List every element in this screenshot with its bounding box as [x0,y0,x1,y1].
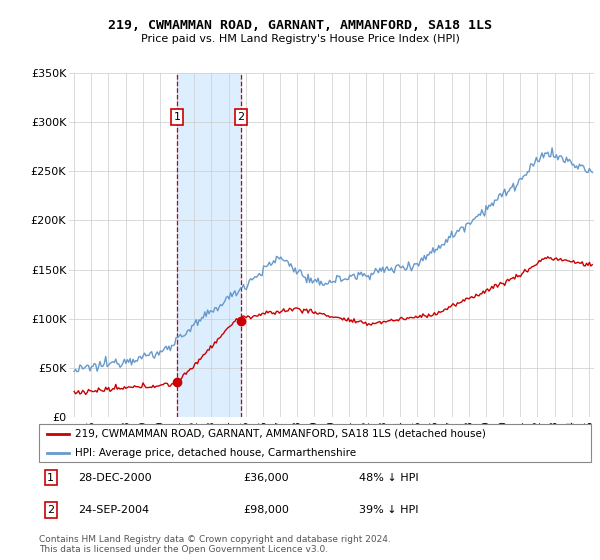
Text: 1: 1 [47,473,54,483]
Text: 219, CWMAMMAN ROAD, GARNANT, AMMANFORD, SA18 1LS (detached house): 219, CWMAMMAN ROAD, GARNANT, AMMANFORD, … [75,429,486,439]
Text: 219, CWMAMMAN ROAD, GARNANT, AMMANFORD, SA18 1LS: 219, CWMAMMAN ROAD, GARNANT, AMMANFORD, … [108,18,492,32]
Text: 24-SEP-2004: 24-SEP-2004 [77,505,149,515]
Text: Contains HM Land Registry data © Crown copyright and database right 2024.
This d: Contains HM Land Registry data © Crown c… [39,535,391,554]
Text: 1: 1 [173,112,181,122]
Text: 2: 2 [47,505,55,515]
FancyBboxPatch shape [39,424,591,462]
Text: 2: 2 [238,112,245,122]
Text: 48% ↓ HPI: 48% ↓ HPI [359,473,419,483]
Text: £36,000: £36,000 [243,473,289,483]
Text: £98,000: £98,000 [243,505,289,515]
Text: 28-DEC-2000: 28-DEC-2000 [77,473,151,483]
Text: Price paid vs. HM Land Registry's House Price Index (HPI): Price paid vs. HM Land Registry's House … [140,34,460,44]
Bar [177,73,241,417]
Text: 39% ↓ HPI: 39% ↓ HPI [359,505,419,515]
Text: HPI: Average price, detached house, Carmarthenshire: HPI: Average price, detached house, Carm… [75,448,356,458]
